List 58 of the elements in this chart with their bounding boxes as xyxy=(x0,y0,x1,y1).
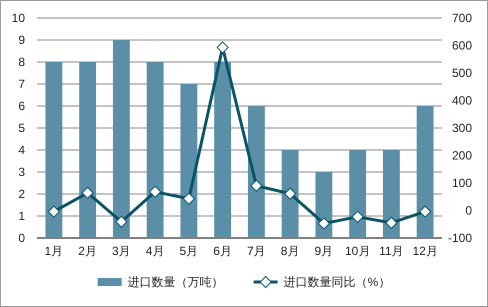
x-tick-label: 8月 xyxy=(280,244,300,258)
bar xyxy=(146,62,164,238)
bar xyxy=(416,106,434,238)
bar xyxy=(248,106,265,238)
y-tick-label: 9 xyxy=(18,33,26,47)
y2-tick-label: 600 xyxy=(452,38,472,52)
legend-label: 进口数量同比（%） xyxy=(284,275,390,289)
bar xyxy=(180,84,198,238)
y2-tick-label: 300 xyxy=(452,121,472,135)
x-tick-label: 6月 xyxy=(213,244,232,258)
y-tick-label: 1 xyxy=(18,209,26,223)
x-tick-label: 1月 xyxy=(44,244,64,258)
point xyxy=(250,180,262,192)
y2-tick-label: 700 xyxy=(452,11,472,25)
point xyxy=(48,206,60,218)
legend-label: 进口数量（万吨） xyxy=(128,275,224,289)
bar xyxy=(282,150,299,238)
x-tick-label: 3月 xyxy=(112,244,131,258)
point xyxy=(352,210,364,223)
x-tick-label: 2月 xyxy=(78,244,97,258)
x-tick-label: 12月 xyxy=(412,244,438,258)
point xyxy=(385,216,398,229)
y2-tick-label: 200 xyxy=(452,148,472,162)
y2-tick-label: 100 xyxy=(452,176,472,190)
x-tick-label: 5月 xyxy=(180,244,198,258)
x-tick-label: 7月 xyxy=(247,244,266,258)
y-tick-label: 8 xyxy=(18,55,26,69)
y2-tick-label: 400 xyxy=(452,94,472,108)
y-tick-label: 4 xyxy=(18,143,26,157)
point xyxy=(82,186,94,199)
bar xyxy=(382,150,400,238)
point xyxy=(149,186,162,198)
point xyxy=(182,192,195,205)
bar xyxy=(214,62,232,238)
x-tick-label: 4月 xyxy=(146,244,164,258)
y-tick-label: 3 xyxy=(18,165,26,179)
y-tick-label: 10 xyxy=(12,11,26,25)
y-tick-label: 5 xyxy=(18,121,26,135)
y-tick-label: 7 xyxy=(18,77,26,91)
point xyxy=(216,41,229,54)
point xyxy=(284,188,296,200)
point xyxy=(115,216,128,228)
point xyxy=(318,217,330,230)
y-tick-label: 6 xyxy=(18,99,26,113)
point xyxy=(419,206,432,218)
y-tick-label: 2 xyxy=(18,187,26,201)
bar xyxy=(349,150,366,238)
y2-tick-label: -100 xyxy=(448,231,472,245)
bar xyxy=(112,40,130,238)
x-tick-label: 10月 xyxy=(344,244,370,258)
bar xyxy=(79,62,96,238)
x-tick-label: 9月 xyxy=(314,244,334,258)
y2-tick-label: 0 xyxy=(465,204,472,218)
bar xyxy=(45,62,62,238)
y-tick-label: 0 xyxy=(18,231,26,245)
y2-tick-label: 500 xyxy=(452,66,472,80)
bar xyxy=(315,172,332,238)
x-tick-label: 11月 xyxy=(379,244,404,258)
